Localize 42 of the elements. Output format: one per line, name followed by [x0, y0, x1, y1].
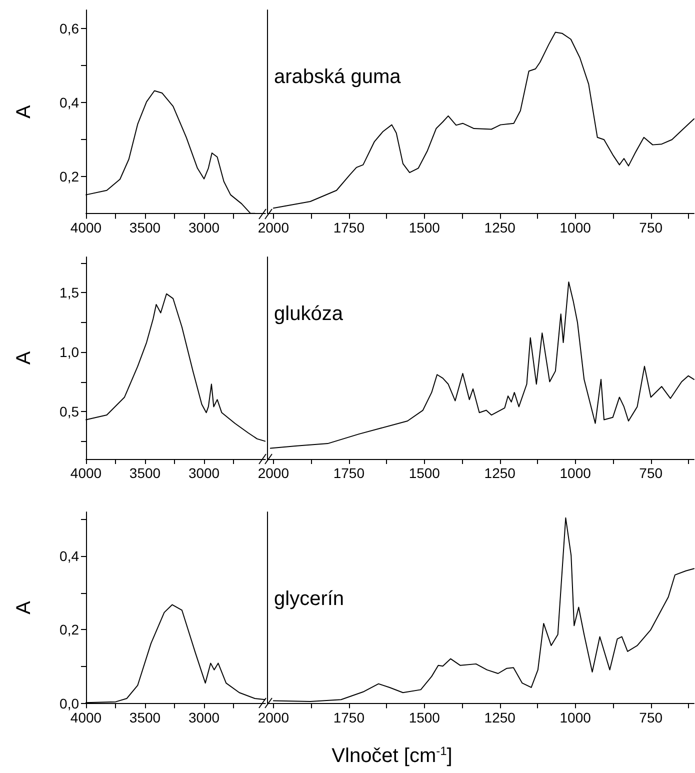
- x-tick-label: 3000: [188, 220, 220, 236]
- y-axis-title: A: [13, 600, 35, 614]
- x-tick-label: 1750: [333, 220, 365, 236]
- x-tick-label: 4000: [70, 220, 102, 236]
- x-tick-label: 750: [639, 220, 663, 236]
- annotation: glukóza: [274, 303, 344, 325]
- x-tick-label: 2000: [258, 465, 290, 481]
- x-tick-label: 750: [639, 709, 663, 726]
- y-tick-label: 0,5: [60, 403, 80, 420]
- x-tick-label: 3500: [129, 220, 161, 236]
- y-tick-label: 0,6: [60, 20, 80, 37]
- x-tick-label: 1250: [484, 220, 516, 236]
- x-tick-label: 750: [639, 465, 663, 481]
- x-tick-label: 1250: [484, 465, 516, 481]
- annotation: arabská guma: [274, 66, 402, 88]
- y-axis-title: A: [13, 350, 35, 365]
- x-tick-label: 3000: [188, 709, 220, 726]
- x-tick-label: 1500: [408, 220, 440, 236]
- x-tick-label: 4000: [70, 709, 102, 726]
- x-tick-label: 1500: [408, 465, 440, 481]
- x-tick-label: 1500: [408, 709, 440, 726]
- x-tick-label: 1000: [560, 709, 592, 726]
- y-axis-title: A: [13, 104, 35, 119]
- x-tick-label: 1750: [333, 465, 365, 481]
- x-tick-label: 1000: [560, 220, 592, 236]
- annotation: glycerín: [274, 588, 344, 610]
- x-tick-label: 1000: [560, 465, 592, 481]
- x-tick-label: 2000: [258, 220, 290, 236]
- y-tick-label: 1,5: [60, 284, 80, 301]
- y-tick-label: 0,2: [60, 622, 80, 638]
- x-tick-label: 2000: [258, 709, 290, 726]
- y-tick-label: 0,2: [60, 168, 80, 185]
- x-tick-label: 3500: [129, 709, 161, 726]
- x-tick-label: 1250: [484, 709, 516, 726]
- x-tick-label: 3000: [188, 465, 220, 481]
- y-tick-label: 0,4: [60, 548, 80, 564]
- y-tick-label: 0,4: [60, 94, 80, 111]
- y-tick-label: 0,0: [60, 695, 80, 712]
- y-tick-label: 1,0: [60, 344, 80, 360]
- x-tick-label: 4000: [70, 465, 102, 481]
- x-tick-label: 1750: [333, 709, 365, 726]
- x-tick-label: 3500: [129, 465, 161, 481]
